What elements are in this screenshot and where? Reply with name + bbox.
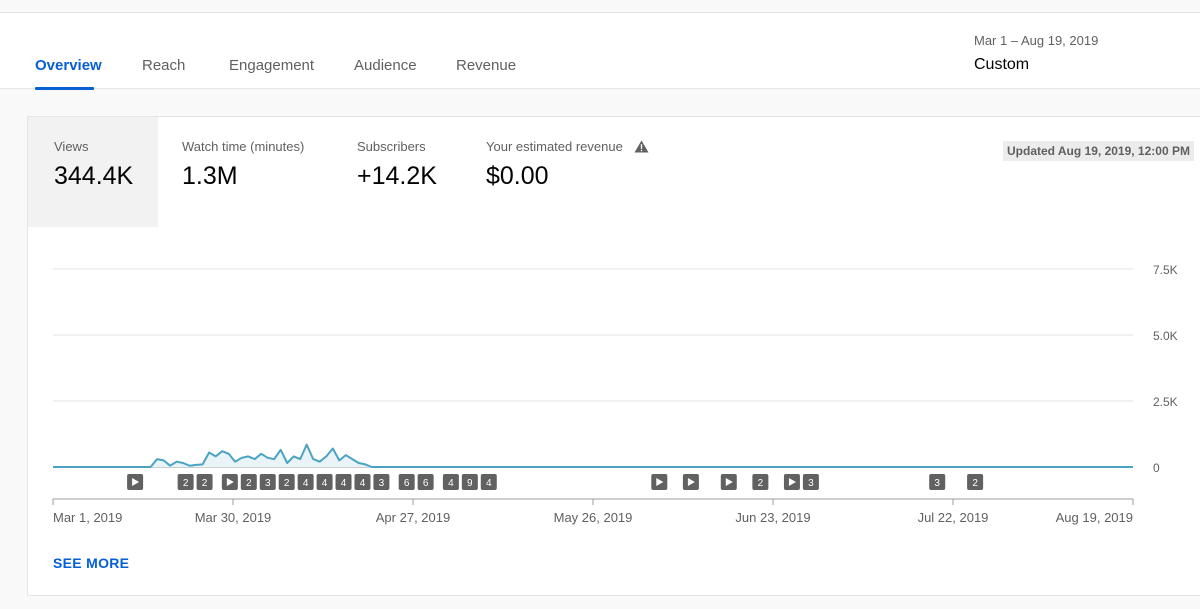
metric-subscribers-value: +14.2K [357, 162, 437, 190]
play-icon [788, 478, 796, 486]
views-area [53, 444, 1133, 467]
metric-subscribers[interactable]: Subscribers +14.2K [328, 117, 456, 227]
event-marker-count: 6 [404, 478, 410, 489]
y-tick-label: 0 [1153, 461, 1160, 475]
event-marker[interactable] [297, 474, 314, 490]
event-marker-count: 4 [322, 478, 328, 489]
views-line [53, 443, 1133, 468]
event-marker-count: 2 [758, 478, 764, 489]
tab-revenue[interactable]: Revenue [456, 57, 517, 74]
tab-reach[interactable]: Reach [142, 57, 186, 74]
event-marker-count: 2 [246, 478, 252, 489]
y-tick-label: 2.5K [1153, 395, 1178, 409]
event-marker[interactable] [240, 474, 257, 490]
event-marker-count: 2 [284, 478, 290, 489]
metric-views-label: Views [54, 139, 89, 154]
overview-card: Views 344.4K Watch time (minutes) 1.3M S… [27, 116, 1200, 596]
x-tick-label: Mar 30, 2019 [195, 510, 272, 525]
metric-revenue-value: $0.00 [486, 162, 549, 190]
x-tick-label: Mar 1, 2019 [53, 510, 122, 525]
event-marker[interactable] [802, 474, 819, 490]
see-more-link[interactable]: SEE MORE [53, 555, 130, 571]
metric-subscribers-label: Subscribers [357, 139, 426, 154]
tab-overview[interactable]: Overview [35, 57, 102, 74]
metric-watch-time[interactable]: Watch time (minutes) 1.3M [158, 117, 328, 227]
event-marker-count: 4 [486, 478, 492, 489]
event-marker[interactable] [442, 474, 459, 490]
x-tick-label: Jun 23, 2019 [735, 510, 810, 525]
metric-views[interactable]: Views 344.4K [28, 117, 158, 227]
warning-icon[interactable] [634, 140, 649, 153]
event-marker[interactable] [373, 474, 390, 490]
event-marker[interactable] [196, 474, 213, 490]
event-marker[interactable] [177, 474, 194, 490]
event-marker-count: 3 [934, 478, 940, 489]
date-range-label: Mar 1 – Aug 19, 2019 [974, 33, 1099, 48]
event-marker-count: 4 [360, 478, 366, 489]
event-marker-count: 2 [183, 478, 189, 489]
metric-revenue-label: Your estimated revenue [486, 139, 623, 154]
analytics-tab-bar: Overview Reach Engagement Audience Reven… [0, 12, 1200, 90]
metric-watch-time-label: Watch time (minutes) [182, 139, 305, 154]
metric-views-value: 344.4K [54, 162, 134, 190]
event-marker[interactable] [354, 474, 371, 490]
y-tick-label: 5.0K [1153, 329, 1178, 343]
event-marker[interactable] [929, 474, 946, 490]
event-marker-count: 2 [202, 478, 208, 489]
event-marker[interactable] [480, 474, 497, 490]
event-marker-count: 9 [467, 478, 473, 489]
event-marker[interactable] [461, 474, 478, 490]
play-icon [656, 478, 664, 486]
metric-revenue[interactable]: Your estimated revenue $0.00 [456, 117, 676, 227]
play-icon [687, 478, 695, 486]
event-marker[interactable] [335, 474, 352, 490]
metric-watch-time-value: 1.3M [182, 162, 238, 190]
x-tick-label: May 26, 2019 [554, 510, 633, 525]
active-tab-indicator [35, 87, 94, 90]
event-marker-count: 3 [808, 478, 814, 489]
event-marker-count: 4 [341, 478, 347, 489]
date-range-selector[interactable]: Custom [974, 56, 1030, 73]
play-icon [226, 478, 234, 486]
event-marker[interactable] [259, 474, 276, 490]
event-marker-count: 6 [423, 478, 429, 489]
event-marker[interactable] [417, 474, 434, 490]
play-icon [132, 478, 140, 486]
event-marker-count: 4 [303, 478, 309, 489]
x-tick-label: Aug 19, 2019 [1056, 510, 1133, 525]
event-marker[interactable] [967, 474, 984, 490]
x-tick-label: Jul 22, 2019 [918, 510, 989, 525]
x-tick-label: Apr 27, 2019 [376, 510, 450, 525]
y-tick-label: 7.5K [1153, 263, 1178, 277]
event-marker[interactable] [752, 474, 769, 490]
views-chart: 0 2.5K 5.0K 7.5K Mar 1, 2019 Mar 30, 2019 Apr … [52, 263, 1178, 525]
event-marker[interactable] [316, 474, 333, 490]
event-marker[interactable] [278, 474, 295, 490]
tab-engagement[interactable]: Engagement [229, 57, 315, 74]
event-marker-count: 2 [972, 478, 978, 489]
metric-revenue-label-wrap: Your estimated revenue [486, 139, 649, 154]
event-marker-count: 3 [379, 478, 385, 489]
event-marker-count: 3 [265, 478, 271, 489]
updated-timestamp: Updated Aug 19, 2019, 12:00 PM [1003, 141, 1194, 161]
play-icon [725, 478, 733, 486]
tab-audience[interactable]: Audience [354, 57, 417, 74]
event-marker[interactable] [398, 474, 415, 490]
event-marker-count: 4 [448, 478, 454, 489]
